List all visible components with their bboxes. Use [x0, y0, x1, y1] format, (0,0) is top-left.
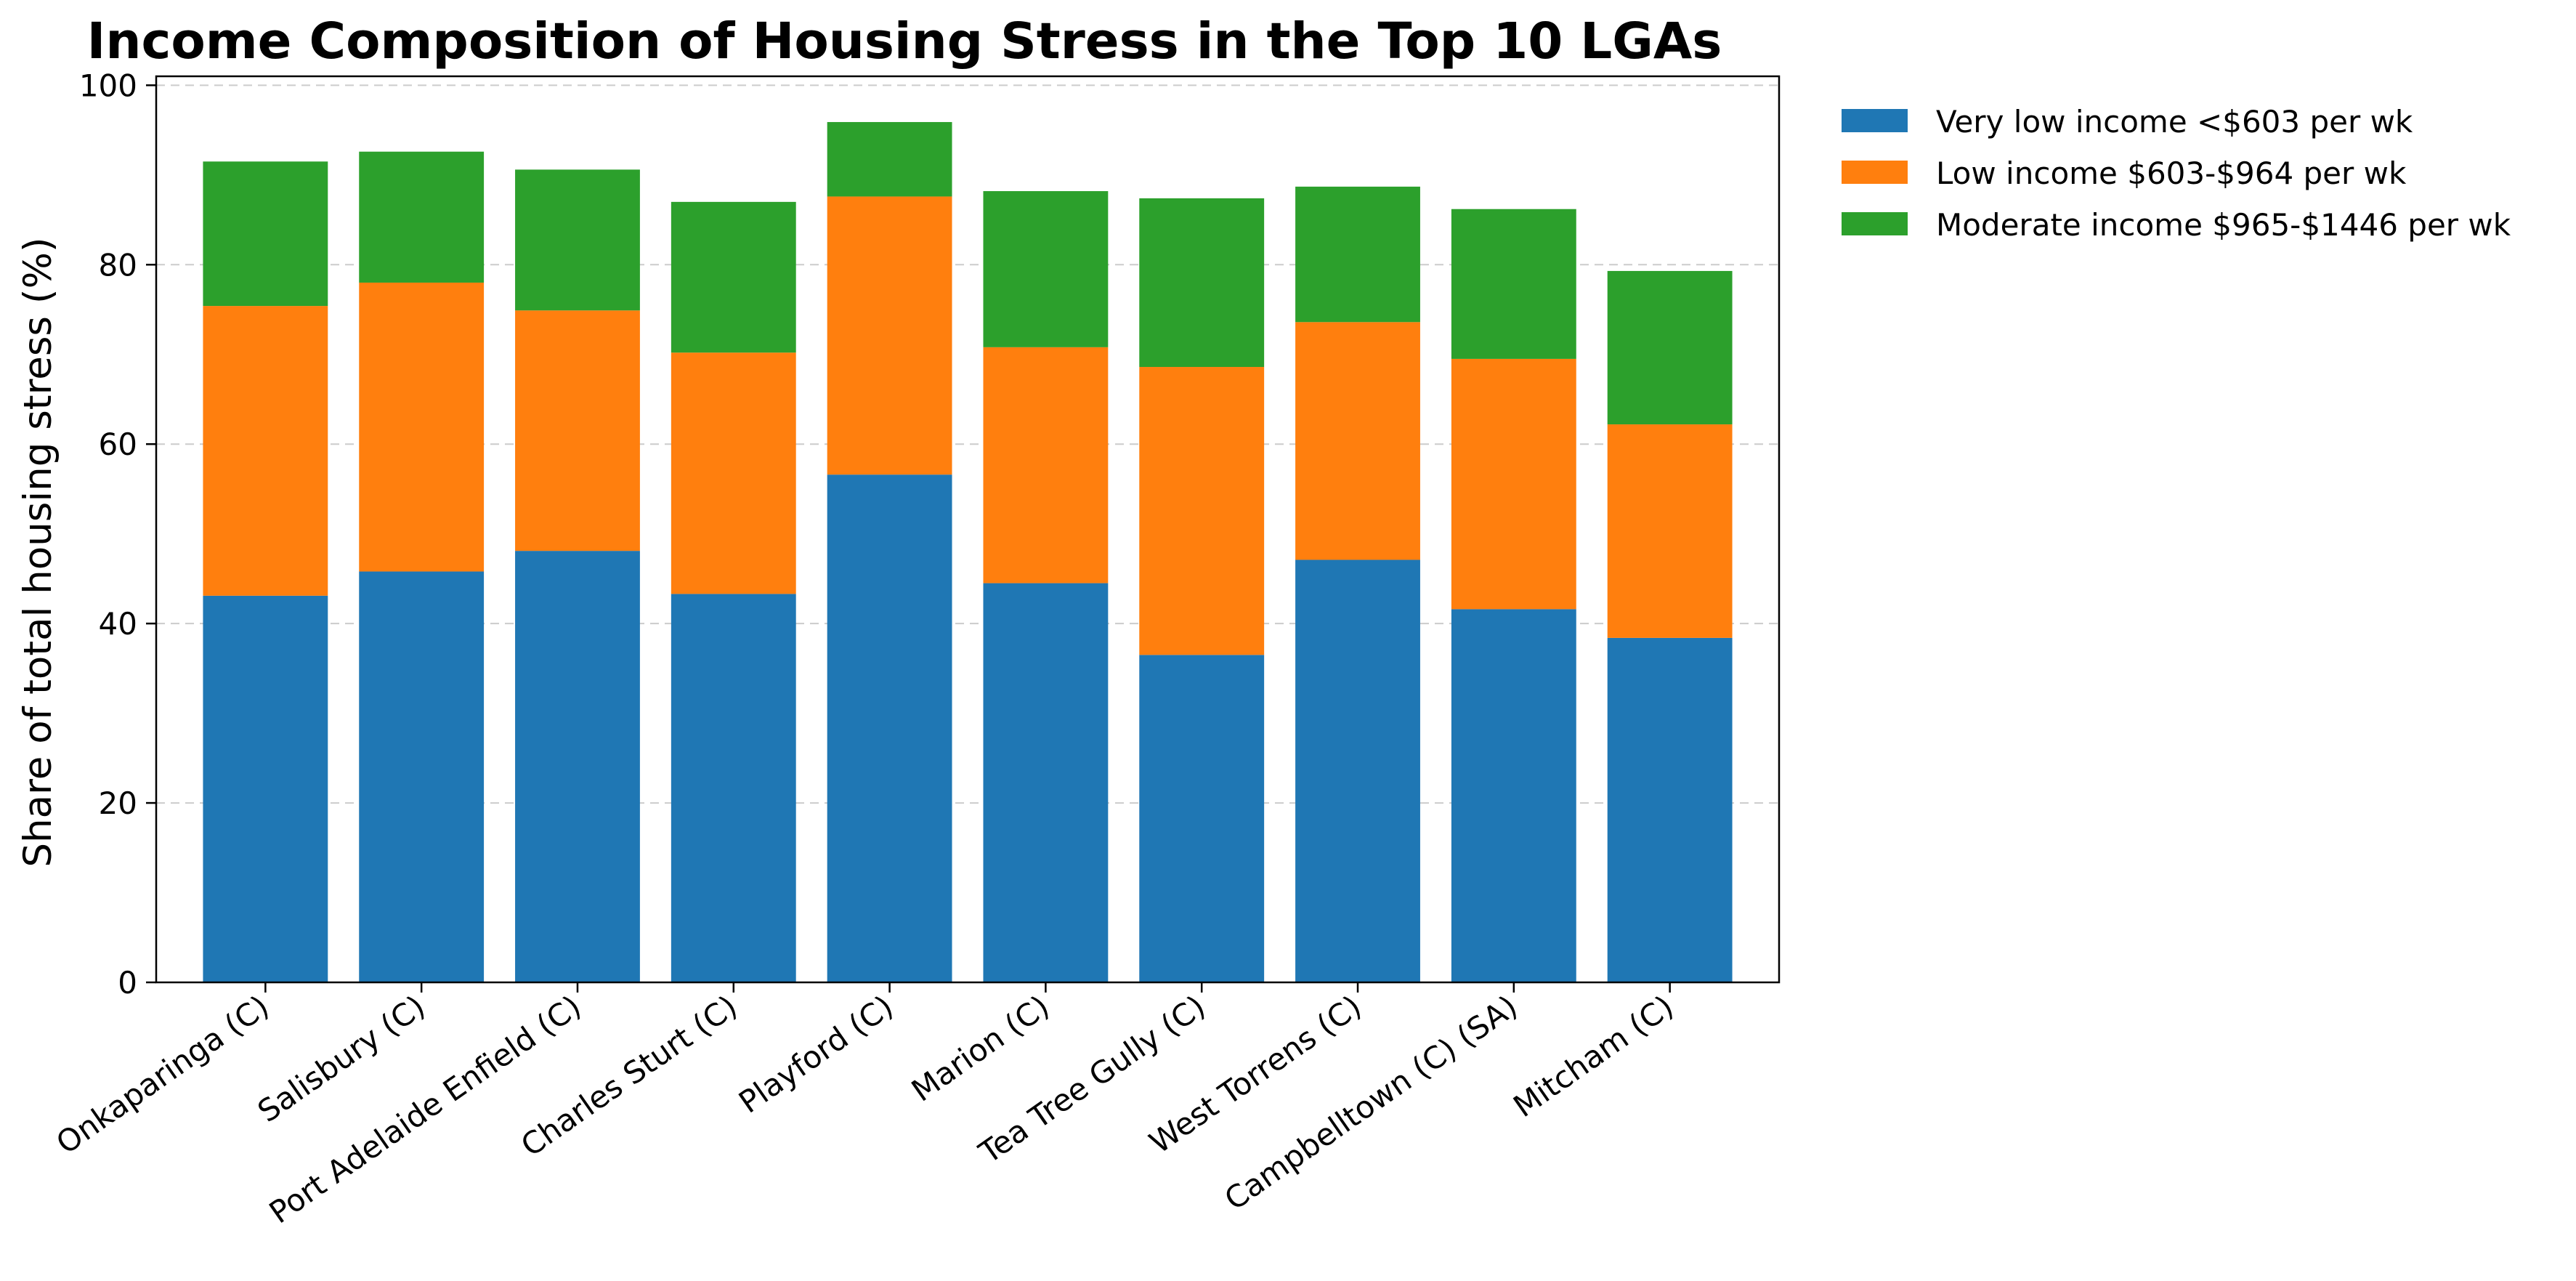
bar-segment: [1295, 559, 1420, 982]
legend-swatch: [1842, 212, 1908, 235]
bar-segment: [1139, 198, 1265, 368]
legend-entry: Very low income <$603 per wk: [1936, 104, 2413, 140]
bar-segment: [515, 169, 640, 311]
bar-segment: [1451, 209, 1576, 359]
x-tick-label: Mitcham (C): [1507, 988, 1680, 1124]
bar-segment: [1139, 655, 1265, 982]
x-tick-label: Campbelltown (C) (SA): [1218, 988, 1524, 1217]
x-tick-label: Port Adelaide Enfield (C): [263, 988, 588, 1230]
bar-segment: [1295, 322, 1420, 560]
bar-segment: [1607, 637, 1733, 982]
bar-segment: [671, 352, 796, 594]
bar-segment: [671, 594, 796, 982]
legend-entry: Moderate income $965-$1446 per wk: [1936, 207, 2511, 243]
y-tick-label: 20: [99, 785, 137, 821]
legend: Very low income <$603 per wk Low income $…: [1842, 104, 2511, 243]
bar-segment: [203, 161, 328, 307]
bar-segment: [1451, 358, 1576, 610]
legend-swatch: [1842, 109, 1908, 132]
bar-segment: [515, 551, 640, 982]
bar-segment: [827, 121, 952, 197]
x-tick-label: Playford (C): [732, 988, 899, 1120]
bar-segment: [1451, 609, 1576, 982]
bar-segment: [983, 347, 1109, 583]
chart-title: Income Composition of Housing Stress in …: [87, 12, 1722, 70]
bar-segment: [203, 306, 328, 596]
bar-segment: [1139, 367, 1265, 655]
y-axis-label: Share of total housing stress (%): [16, 237, 60, 867]
y-tick-label: 60: [99, 427, 137, 462]
y-tick-label: 100: [79, 68, 137, 103]
bar-segment: [1607, 424, 1733, 638]
bar-segment: [359, 282, 485, 572]
x-tick-label: Onkaparinga (C): [50, 988, 276, 1161]
bar-segment: [827, 196, 952, 475]
bars: [203, 121, 1733, 982]
plot-frame: [155, 75, 1781, 984]
bar-segment: [671, 201, 796, 353]
bar-segment: [827, 474, 952, 982]
bar-segment: [1607, 270, 1733, 425]
legend-swatch: [1842, 161, 1908, 184]
bar-segment: [359, 151, 485, 283]
y-tick-label: 80: [99, 247, 137, 283]
bar-segment: [1295, 186, 1420, 323]
bar-segment: [359, 571, 485, 982]
y-tick-label: 40: [99, 606, 137, 642]
bar-segment: [515, 310, 640, 551]
bar-segment: [203, 595, 328, 982]
bar-segment: [983, 191, 1109, 347]
bar-segment: [983, 583, 1109, 982]
legend-entry: Low income $603-$964 per wk: [1936, 155, 2407, 191]
y-tick-label: 0: [118, 965, 137, 1001]
x-tick-label: Marion (C): [905, 988, 1056, 1109]
